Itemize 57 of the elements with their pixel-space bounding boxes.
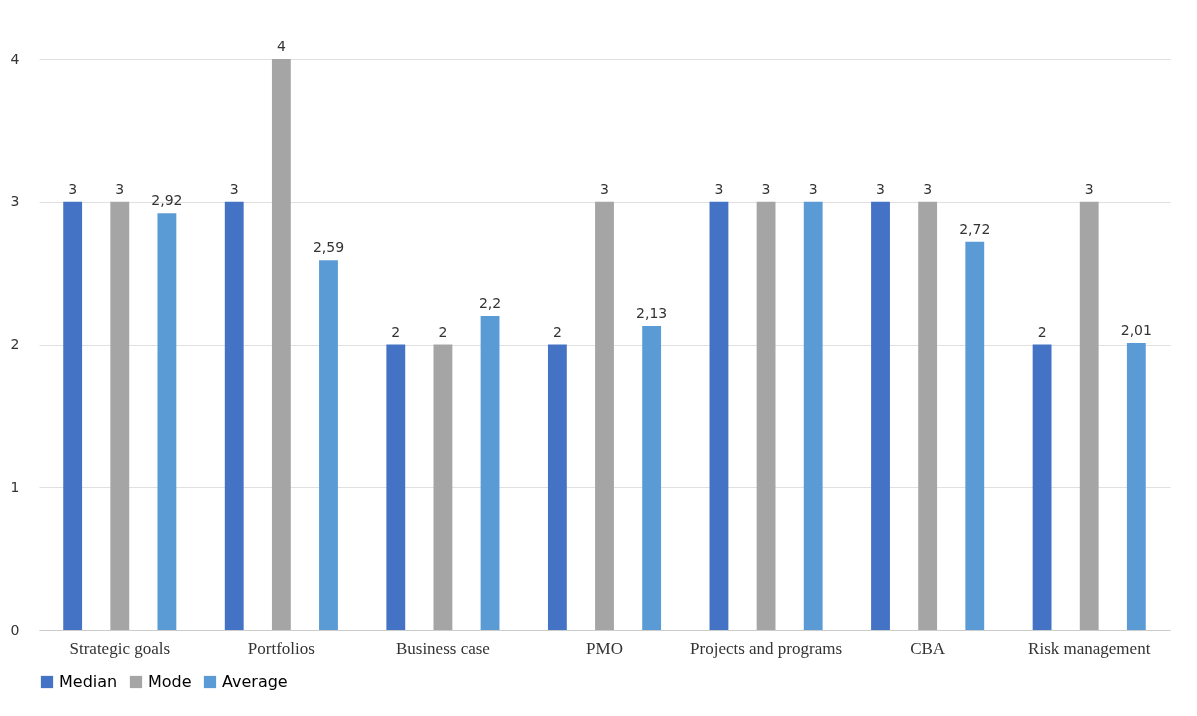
y-tick-label: 0 bbox=[10, 621, 20, 638]
data-label: 3 bbox=[923, 180, 933, 197]
data-label: 3 bbox=[600, 180, 609, 197]
bar bbox=[480, 315, 500, 630]
bar bbox=[918, 201, 938, 630]
x-tick-label: Risk management bbox=[1028, 638, 1151, 658]
y-tick-label: 3 bbox=[10, 193, 20, 210]
data-label: 2 bbox=[1037, 323, 1047, 340]
data-label: 3 bbox=[714, 180, 724, 197]
data-label: 2 bbox=[552, 323, 562, 340]
data-label: 2,92 bbox=[151, 192, 183, 209]
bar bbox=[1079, 201, 1099, 630]
legend-label: Average bbox=[222, 672, 288, 691]
bar bbox=[433, 344, 453, 630]
data-label: 3 bbox=[808, 180, 818, 197]
bar bbox=[547, 344, 567, 630]
data-label: 2,01 bbox=[1120, 322, 1152, 339]
bar bbox=[803, 201, 823, 630]
data-label: 4 bbox=[276, 38, 286, 54]
data-label: 2,59 bbox=[312, 239, 345, 256]
bar bbox=[709, 201, 729, 630]
x-tick-label: Strategic goals bbox=[69, 638, 171, 658]
data-label: 3 bbox=[68, 180, 78, 197]
bar bbox=[319, 260, 338, 630]
data-label: 3 bbox=[1084, 180, 1094, 197]
bar bbox=[965, 241, 985, 630]
y-tick-label: 1 bbox=[10, 478, 20, 495]
legend-label: Mode bbox=[148, 672, 192, 691]
x-tick-label: PMO bbox=[586, 638, 623, 658]
bar bbox=[871, 201, 890, 630]
bar bbox=[595, 201, 614, 630]
bar bbox=[386, 344, 406, 630]
legend-label: Median bbox=[59, 672, 118, 691]
bar bbox=[1126, 343, 1146, 630]
bar bbox=[271, 59, 291, 630]
data-label: 2,2 bbox=[478, 294, 502, 311]
x-tick-label: Portfolios bbox=[247, 638, 315, 658]
bar bbox=[63, 201, 83, 630]
data-label: 2,72 bbox=[959, 220, 991, 237]
y-tick-label: 4 bbox=[10, 50, 20, 67]
data-label: 2,13 bbox=[636, 304, 668, 321]
x-tick-label: Projects and programs bbox=[690, 638, 843, 658]
bar bbox=[110, 201, 130, 630]
data-label: 2 bbox=[391, 323, 401, 340]
x-tick-label: CBA bbox=[910, 638, 946, 658]
bar bbox=[1032, 344, 1052, 630]
data-label: 3 bbox=[115, 180, 125, 197]
data-label: 3 bbox=[761, 180, 771, 197]
data-label: 3 bbox=[876, 180, 885, 197]
data-label: 3 bbox=[229, 180, 239, 197]
bar bbox=[224, 201, 244, 630]
x-tick-label: Business case bbox=[395, 638, 490, 658]
bar bbox=[157, 213, 177, 630]
y-tick-label: 2 bbox=[10, 336, 20, 352]
bar bbox=[756, 201, 776, 630]
bar bbox=[642, 325, 662, 630]
data-label: 2 bbox=[438, 323, 448, 340]
